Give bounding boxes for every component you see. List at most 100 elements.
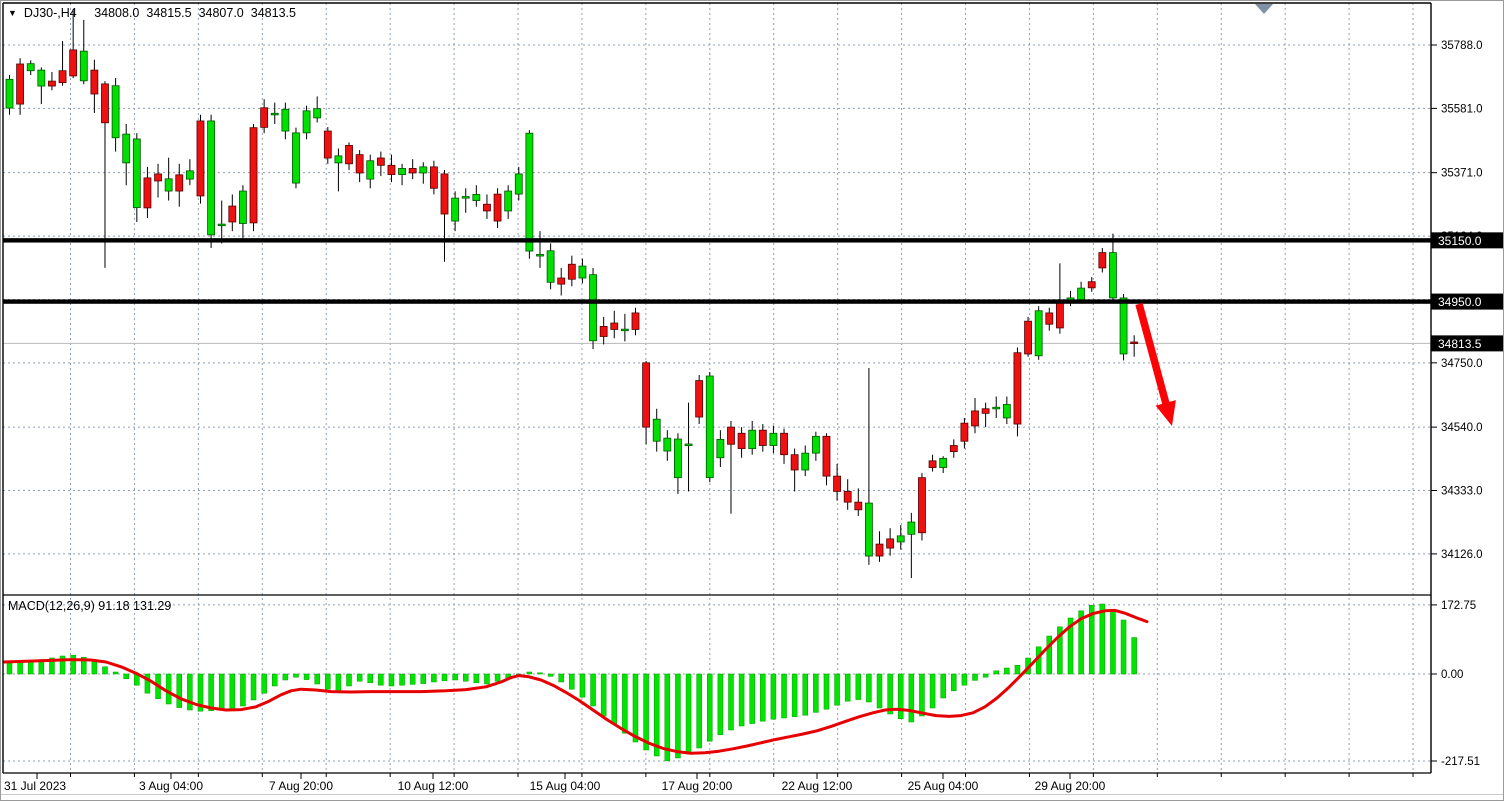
macd-histogram-bar (91, 660, 98, 675)
macd-histogram-bar (335, 673, 342, 692)
macd-histogram-bar (993, 670, 999, 675)
sell-arrow-head[interactable] (1155, 400, 1176, 426)
macd-histogram-bar (600, 673, 607, 717)
candle-bear (727, 426, 735, 445)
macd-histogram-bar (208, 673, 214, 712)
candle-bear (960, 422, 969, 442)
macd-histogram-bar (282, 673, 289, 681)
close-value: 34813.5 (250, 6, 296, 20)
candle-bull (801, 452, 810, 471)
macd-histogram-bar (1067, 617, 1074, 675)
candle-bull (748, 429, 757, 449)
macd-histogram-bar (250, 673, 257, 701)
candle-bull (939, 457, 948, 468)
candle-bull (313, 108, 322, 119)
candle-bear (1098, 252, 1107, 269)
macd-histogram-bar (887, 673, 893, 715)
open-value: 34808.0 (94, 6, 140, 20)
macd-histogram-bar (643, 673, 649, 751)
candle-bull (504, 190, 513, 212)
candle-bear (101, 83, 109, 124)
macd-histogram-bar (293, 673, 299, 678)
macd-histogram-bar (399, 673, 405, 686)
support-resistance-line-34950.0[interactable] (3, 299, 1431, 304)
candle-bull (1034, 310, 1043, 357)
candle-bear (780, 432, 788, 456)
candle-bear (90, 69, 99, 95)
price-tick-label: 35371.0 (1441, 168, 1483, 180)
candle-bear (758, 429, 767, 446)
candle-bull (217, 223, 226, 227)
candle-bear (228, 205, 237, 223)
candle-bear (154, 173, 162, 182)
macd-histogram-bar (760, 673, 766, 722)
low-value: 34807.0 (198, 6, 244, 20)
price-scale[interactable]: 35788.035581.035371.035164.034750.034540… (1431, 40, 1504, 768)
candle-bull (239, 190, 247, 224)
candle-bear (1055, 301, 1064, 329)
candle-bear (971, 410, 979, 427)
candle-bull (546, 250, 555, 283)
macd-histogram-bar (197, 673, 204, 712)
candle-bear (323, 130, 332, 159)
candle-bull (1119, 297, 1128, 355)
symbol-dropdown-icon[interactable]: ▼ (8, 7, 17, 18)
macd-histogram-bar (919, 673, 925, 717)
candle-bull (896, 535, 905, 543)
candle-bull (992, 406, 1001, 410)
macd-histogram-bar (49, 657, 55, 675)
candle-bear (1013, 352, 1022, 425)
level-price-tag: 34950.0 (1431, 293, 1503, 310)
time-axis-label: 10 Aug 12:00 (398, 779, 469, 793)
candle-bear (376, 157, 385, 166)
level-price-tag-text: 35150.0 (1438, 234, 1482, 248)
candle-bull (281, 108, 290, 132)
macd-histogram-bar (707, 673, 713, 742)
support-resistance-line-35150.0[interactable] (3, 238, 1431, 243)
time-scale[interactable]: 31 Jul 2023 3 Aug 04:00 7 Aug 20:00 10 Aug … (4, 773, 1414, 793)
macd-histogram-bar (622, 673, 628, 734)
candle-bull (37, 69, 46, 87)
candle-bull (578, 265, 587, 279)
macd-indicator-label: MACD(12,26,9) 91.18 131.29 (8, 599, 172, 613)
price-tick-label: 34126.0 (1441, 549, 1483, 561)
candle-bear (610, 322, 619, 330)
macd-histogram-bar (1046, 635, 1053, 675)
macd-histogram-bar (409, 673, 416, 685)
macd-histogram-bar (569, 673, 575, 690)
macd-histogram-bar (537, 672, 543, 675)
sell-arrow-shaft[interactable] (1135, 303, 1171, 408)
candle-bear (1024, 320, 1032, 355)
chart-shift-marker-icon[interactable] (1255, 4, 1273, 14)
macd-histogram-bar (728, 673, 734, 731)
sell-arrow[interactable] (1135, 303, 1176, 426)
macd-histogram-bar (17, 661, 23, 675)
macd-histogram-bar (1057, 626, 1063, 675)
price-tick-label: 34750.0 (1441, 358, 1483, 370)
candle-bull (26, 63, 35, 72)
macd-histogram-bar (653, 673, 660, 757)
candle-bear (918, 477, 926, 534)
macd-signal-line (2, 608, 1149, 755)
candle-bull (164, 178, 173, 192)
macd-histogram-bar (781, 673, 787, 719)
candle-bear (833, 475, 841, 492)
candle-bear (949, 445, 958, 453)
macd-histogram-bar (314, 673, 320, 685)
macd-histogram-bar (144, 673, 151, 694)
macd-histogram-bar (378, 673, 384, 686)
macd-histogram-bar (1120, 619, 1127, 675)
macd-histogram-bar (717, 673, 724, 736)
candle-bull (207, 120, 215, 236)
macd-histogram-bar (696, 673, 702, 749)
macd-histogram-bar (6, 662, 13, 675)
candle-bear (429, 166, 438, 189)
price-tick-label: 34333.0 (1441, 486, 1483, 498)
macd-histogram-bar (102, 666, 108, 675)
candle-bear (440, 173, 449, 215)
macd-histogram-bar (484, 673, 490, 685)
price-tick-label: 35788.0 (1441, 40, 1483, 52)
macd-histogram-bar (218, 673, 225, 711)
candle-bear (175, 174, 184, 192)
